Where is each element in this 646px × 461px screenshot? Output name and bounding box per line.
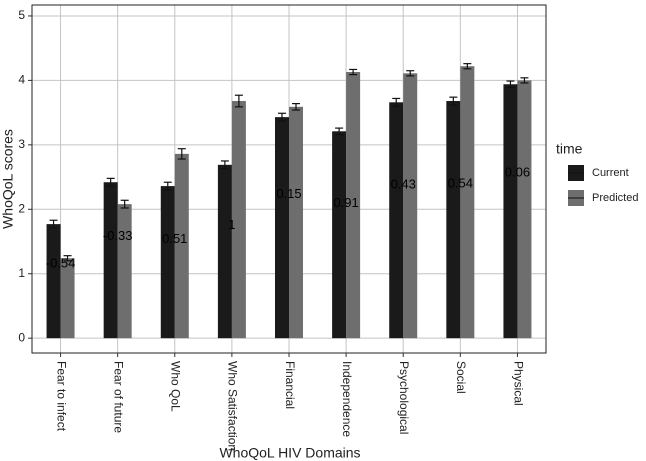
bar bbox=[46, 224, 61, 339]
bar bbox=[160, 186, 175, 339]
bar bbox=[60, 258, 75, 339]
bar bbox=[389, 102, 404, 339]
x-tick-label: Fear of future bbox=[111, 361, 125, 433]
annotation: 0.43 bbox=[391, 176, 416, 191]
plot-border bbox=[31, 4, 547, 354]
x-tick-label: Independence bbox=[340, 361, 354, 437]
x-tick-label: Psychological bbox=[397, 361, 411, 434]
y-tick-label: 4 bbox=[18, 73, 25, 87]
bar bbox=[332, 131, 347, 339]
bar bbox=[217, 164, 232, 339]
x-tick-label: Physical bbox=[511, 361, 525, 406]
annotation: 1 bbox=[228, 217, 235, 232]
bar bbox=[174, 153, 189, 339]
y-tick-label: 2 bbox=[18, 201, 25, 215]
bar bbox=[117, 204, 132, 339]
y-axis-title: WhoQoL scores bbox=[0, 129, 16, 229]
x-tick-label: Who QoL bbox=[169, 361, 183, 412]
bar bbox=[460, 66, 475, 339]
y-tick-label: 5 bbox=[18, 8, 25, 22]
bar bbox=[275, 117, 289, 339]
annotation: 0.15 bbox=[276, 186, 301, 201]
annotation: 0.51 bbox=[162, 231, 187, 246]
bar bbox=[446, 101, 461, 339]
legend-label: Current bbox=[592, 167, 629, 179]
annotation: -0.54 bbox=[46, 255, 76, 270]
legend-title: time bbox=[556, 141, 583, 157]
annotation: 0.06 bbox=[505, 165, 530, 180]
y-tick-label: 0 bbox=[18, 330, 25, 344]
bar bbox=[503, 84, 518, 339]
bar bbox=[231, 101, 246, 339]
y-tick-label: 1 bbox=[18, 266, 25, 280]
annotation: 0.91 bbox=[333, 195, 358, 210]
x-axis-title: WhoQoL HIV Domains bbox=[219, 445, 360, 461]
legend-label: Predicted bbox=[592, 192, 638, 204]
annotation: 0.54 bbox=[448, 175, 473, 190]
x-tick-label: Social bbox=[454, 361, 468, 394]
x-tick-label: Financial bbox=[283, 361, 297, 409]
y-tick-label: 3 bbox=[18, 137, 25, 151]
bar bbox=[103, 182, 118, 339]
bar bbox=[517, 80, 532, 339]
annotation: -0.33 bbox=[103, 228, 133, 243]
x-tick-label: Fear to infect bbox=[54, 361, 68, 432]
bar bbox=[346, 72, 361, 339]
bar bbox=[289, 106, 303, 339]
bar bbox=[403, 73, 418, 339]
x-tick-label: Who Satisfaction bbox=[226, 361, 240, 451]
